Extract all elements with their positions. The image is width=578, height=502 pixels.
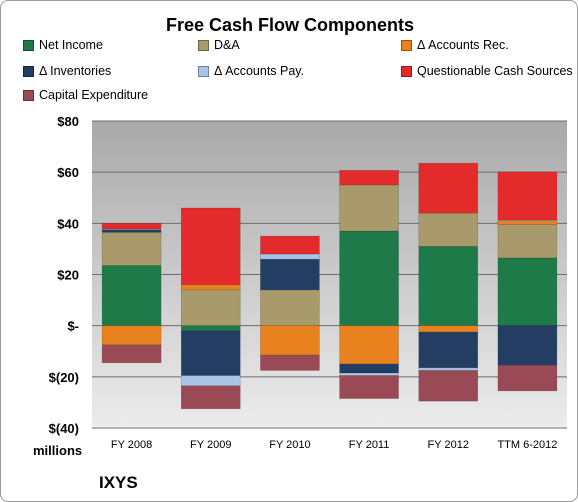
bar-segment <box>339 184 399 232</box>
y-tick-label: $20 <box>57 268 79 283</box>
bar-segment <box>180 207 241 286</box>
bar-segment <box>101 229 162 233</box>
bar-segment <box>497 325 558 366</box>
bar-segment <box>260 325 320 356</box>
legend-label: Capital Expenditure <box>39 88 149 102</box>
x-tick-label: FY 2011 <box>349 439 390 451</box>
legend-label: Δ Accounts Pay. <box>214 64 305 78</box>
legend-swatch <box>401 65 412 77</box>
bar-segment <box>260 253 320 260</box>
bar-segment <box>180 325 241 332</box>
y-tick-label: $60 <box>57 165 79 180</box>
legend-label: D&A <box>214 38 240 52</box>
bar-segment <box>260 235 320 255</box>
bar-segment <box>101 325 162 346</box>
bar-segment <box>101 344 162 364</box>
bar-segment <box>101 223 162 230</box>
bar-segment <box>497 219 558 222</box>
y-tick-label: $80 <box>57 114 79 129</box>
y-tick-label: $40 <box>57 216 79 231</box>
bar-segment <box>180 289 241 326</box>
bar-segment <box>339 372 399 376</box>
bar-segment <box>418 212 479 247</box>
legend-item: Δ Accounts Pay. <box>198 63 304 79</box>
bar-segment <box>497 220 558 225</box>
x-tick-label: FY 2009 <box>190 439 231 451</box>
legend-item: Capital Expenditure <box>23 87 148 103</box>
x-tick-label: TTM 6-2012 <box>497 439 557 451</box>
legend-label: Δ Inventories <box>39 64 112 78</box>
bar-segment <box>339 363 399 374</box>
bar-segment <box>497 365 558 392</box>
bar-segment <box>180 375 241 387</box>
bar-segment <box>339 230 399 326</box>
chart-title: Free Cash Flow Components <box>165 15 415 35</box>
bar-segment <box>180 385 241 410</box>
bar-segment <box>101 228 162 231</box>
legend-item: Δ Accounts Rec. <box>401 37 509 53</box>
bar-segment <box>418 370 479 402</box>
legend-swatch <box>198 39 209 51</box>
bar-segment <box>418 331 479 369</box>
y-tick-label: $(20) <box>49 370 79 385</box>
legend-item: Net Income <box>23 37 103 53</box>
legend-swatch <box>23 65 34 77</box>
bar-segment <box>497 224 558 259</box>
bar-segment <box>260 354 320 371</box>
bar-segment <box>260 289 320 326</box>
bar-segment <box>418 162 479 214</box>
bar-segment <box>497 257 558 326</box>
x-tick-label: FY 2012 <box>428 439 469 451</box>
legend-item: Questionable Cash Sources <box>401 63 573 79</box>
bar-segment <box>418 325 479 333</box>
bar-segment <box>180 284 241 291</box>
bar-segment <box>101 231 162 266</box>
unit-label: millions <box>33 443 83 458</box>
legend-item: Δ Inventories <box>23 63 111 79</box>
y-tick-label: $- <box>67 319 79 334</box>
bar-segment <box>180 330 241 376</box>
bar-segment <box>101 265 162 326</box>
legend-label: Δ Accounts Rec. <box>417 38 509 52</box>
bar-segment <box>339 170 399 186</box>
legend-swatch <box>23 89 34 101</box>
legend-label: Questionable Cash Sources <box>417 64 573 78</box>
x-tick-label: FY 2010 <box>269 439 310 451</box>
bar-segment <box>418 246 479 326</box>
legend-swatch <box>198 65 209 77</box>
x-tick-label: FY 2008 <box>111 439 152 451</box>
bar-segment <box>339 325 399 365</box>
bar-segment <box>260 258 320 291</box>
legend-swatch <box>23 39 34 51</box>
bar-segment <box>339 375 399 399</box>
y-tick-label: $(40) <box>49 421 79 436</box>
legend-label: Net Income <box>39 38 103 52</box>
bar-segment <box>418 367 479 371</box>
legend-swatch <box>401 39 412 51</box>
bar-segment <box>497 171 558 221</box>
company-name: IXYS <box>99 473 138 492</box>
legend-item: D&A <box>198 37 240 53</box>
